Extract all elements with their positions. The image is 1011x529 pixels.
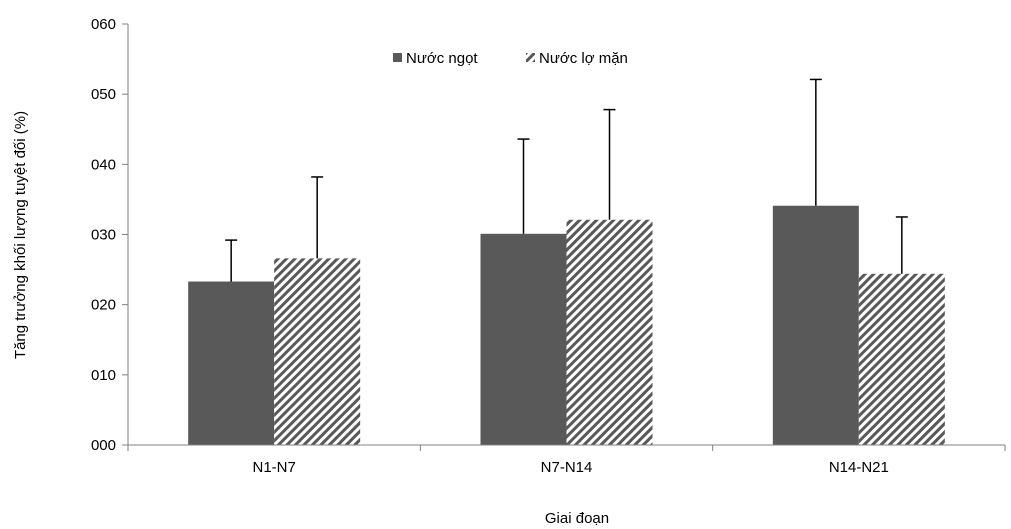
x-tick-label: N1-N7: [252, 459, 295, 476]
y-tick-label: 010: [91, 367, 116, 384]
x-axis-ticks: N1-N7 N7-N14 N14-N21: [127, 445, 1006, 476]
bar-nuoc-ngot: [772, 205, 859, 445]
y-axis-title: Tăng trưởng khối lượng tuyệt đối (%): [12, 111, 29, 359]
y-axis-ticks: 000 010 020 030 040 050 060: [91, 16, 128, 454]
x-tick-label: N14-N21: [829, 459, 889, 476]
bar-nuoc-lo-man: [274, 258, 361, 445]
legend: Nước ngọt Nước lợ mặn: [393, 50, 628, 67]
bar-nuoc-lo-man: [566, 219, 653, 445]
x-axis-title: Giai đoạn: [545, 510, 609, 527]
error-bars: [225, 78, 908, 282]
y-tick-label: 040: [91, 156, 116, 173]
x-tick-label: N7-N14: [541, 459, 593, 476]
y-tick-label: 020: [91, 297, 116, 314]
legend-swatch-nuoc-lo-man: [526, 53, 535, 62]
legend-label-nuoc-ngot: Nước ngọt: [406, 50, 478, 67]
bar-nuoc-lo-man: [858, 273, 945, 445]
bar-nuoc-ngot: [188, 281, 275, 445]
y-tick-label: 060: [91, 16, 116, 33]
y-tick-label: 000: [91, 437, 116, 454]
y-tick-label: 030: [91, 227, 116, 244]
bars: [188, 205, 945, 445]
legend-label-nuoc-lo-man: Nước lợ mặn: [539, 50, 628, 67]
y-tick-label: 050: [91, 86, 116, 103]
legend-swatch-nuoc-ngot: [393, 53, 402, 62]
bar-nuoc-ngot: [480, 233, 567, 445]
